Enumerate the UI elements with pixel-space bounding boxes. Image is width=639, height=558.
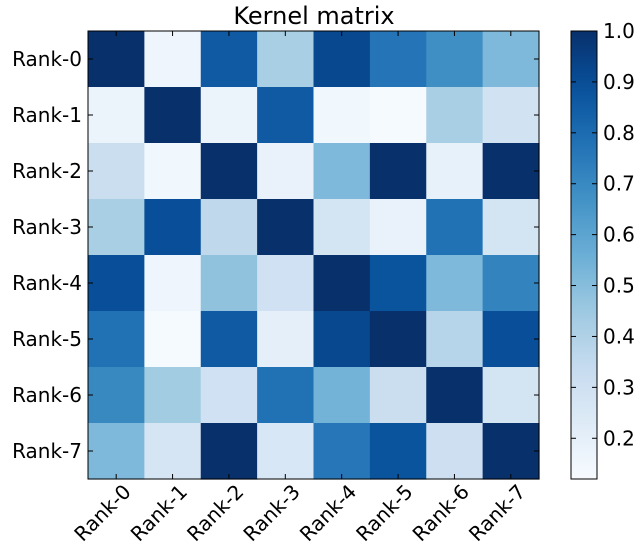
heatmap-cell — [144, 311, 202, 368]
heatmap-cell — [88, 423, 145, 480]
heatmap-cell — [200, 87, 258, 144]
y-tick-label: Rank-7 — [12, 439, 82, 463]
x-tick-label: Rank-7 — [464, 480, 530, 546]
heatmap-cell — [88, 255, 145, 312]
heatmap-cell — [257, 31, 315, 88]
heatmap-cell — [88, 31, 145, 88]
colorbar-tick-label: 0.9 — [603, 70, 635, 94]
heatmap-cell — [144, 367, 202, 424]
colorbar-tick-label: 0.2 — [603, 426, 635, 450]
chart-title: Kernel matrix — [233, 2, 394, 30]
heatmap-cell — [200, 423, 258, 480]
heatmap-cell — [482, 255, 540, 312]
heatmap-cell — [200, 311, 258, 368]
heatmap-cell — [313, 423, 371, 480]
heatmap-cell — [482, 143, 540, 200]
heatmap-cell — [426, 255, 484, 312]
heatmap-cell — [426, 423, 484, 480]
heatmap-cell — [426, 87, 484, 144]
colorbar-tick-label: 0.6 — [603, 223, 635, 247]
heatmap-cell — [88, 367, 145, 424]
heatmap-cell — [482, 311, 540, 368]
heatmap-cell — [482, 199, 540, 256]
heatmap-cell — [257, 311, 315, 368]
heatmap-cell — [369, 367, 427, 424]
colorbar-tick-label: 1.0 — [603, 19, 635, 43]
heatmap-cell — [313, 31, 371, 88]
x-tick-label: Rank-3 — [238, 480, 304, 546]
heatmap-cell — [257, 255, 315, 312]
colorbar-tick-label: 0.8 — [603, 121, 635, 145]
heatmap-cell — [200, 255, 258, 312]
y-tick-label: Rank-4 — [12, 271, 82, 295]
heatmap-cell — [200, 31, 258, 88]
heatmap-cell — [369, 199, 427, 256]
y-tick-label: Rank-6 — [12, 383, 82, 407]
y-tick-label: Rank-3 — [12, 215, 82, 239]
heatmap-cell — [369, 423, 427, 480]
y-tick-label: Rank-1 — [12, 103, 82, 127]
heatmap-cell — [313, 199, 371, 256]
heatmap-cell — [257, 423, 315, 480]
y-axis: Rank-0 Rank-1 Rank-2 Rank-3 Rank-4 Rank-5 Rank… — [12, 47, 539, 463]
x-tick-label: Rank-6 — [408, 480, 474, 546]
heatmap-cell — [257, 367, 315, 424]
colorbar: 0.2 0.3 0.4 0.5 0.6 0.7 0.8 0.9 1.0 — [570, 19, 635, 480]
heatmap-cell — [257, 87, 315, 144]
heatmap-cell — [482, 87, 540, 144]
heatmap-cell — [482, 367, 540, 424]
y-tick-label: Rank-0 — [12, 47, 82, 71]
heatmap-cell — [88, 87, 145, 144]
heatmap-cell — [426, 143, 484, 200]
colorbar-tick-label: 0.3 — [603, 375, 635, 399]
heatmap-cell — [144, 255, 202, 312]
x-tick-label: Rank-2 — [182, 480, 248, 546]
heatmap-cell — [369, 311, 427, 368]
colorbar-tick-label: 0.7 — [603, 172, 635, 196]
x-tick-label: Rank-1 — [126, 480, 192, 546]
heatmap-cell — [200, 143, 258, 200]
heatmap-cell — [482, 31, 540, 88]
x-tick-label: Rank-4 — [295, 480, 361, 546]
heatmap-cell — [257, 199, 315, 256]
heatmap-cell — [369, 87, 427, 144]
x-tick-label: Rank-0 — [69, 480, 135, 546]
heatmap-cell — [313, 87, 371, 144]
colorbar-ticks: 0.2 0.3 0.4 0.5 0.6 0.7 0.8 0.9 1.0 — [571, 19, 635, 450]
plot-frame — [87, 30, 540, 480]
heatmap-cell — [144, 87, 202, 144]
heatmap-cell — [369, 31, 427, 88]
y-tick-label: Rank-2 — [12, 159, 82, 183]
heatmap-cell — [426, 199, 484, 256]
heatmap-cell — [144, 143, 202, 200]
heatmap-cell — [88, 199, 145, 256]
colorbar-tick-label: 0.4 — [603, 324, 635, 348]
heatmap-cell — [369, 255, 427, 312]
heatmap-cell — [200, 199, 258, 256]
heatmap-cell — [426, 367, 484, 424]
heatmap-cell — [369, 143, 427, 200]
heatmap-cell — [144, 31, 202, 88]
x-tick-label: Rank-5 — [351, 480, 417, 546]
heatmap-cell — [426, 311, 484, 368]
colorbar-gradient — [570, 30, 598, 480]
heatmap-cell — [144, 199, 202, 256]
heatmap-cell — [88, 143, 145, 200]
heatmap-cell — [482, 423, 540, 480]
heatmap-cell — [426, 31, 484, 88]
heatmap-cell — [88, 311, 145, 368]
heatmap-cell — [313, 311, 371, 368]
colorbar-tick-label: 0.5 — [603, 274, 635, 298]
heatmap-cell — [313, 143, 371, 200]
heatmap-cell — [200, 367, 258, 424]
heatmap-cell — [144, 423, 202, 480]
heatmap-cells — [88, 31, 540, 480]
heatmap-cell — [313, 367, 371, 424]
heatmap-cell — [313, 255, 371, 312]
y-tick-label: Rank-5 — [12, 327, 82, 351]
heatmap-cell — [257, 143, 315, 200]
